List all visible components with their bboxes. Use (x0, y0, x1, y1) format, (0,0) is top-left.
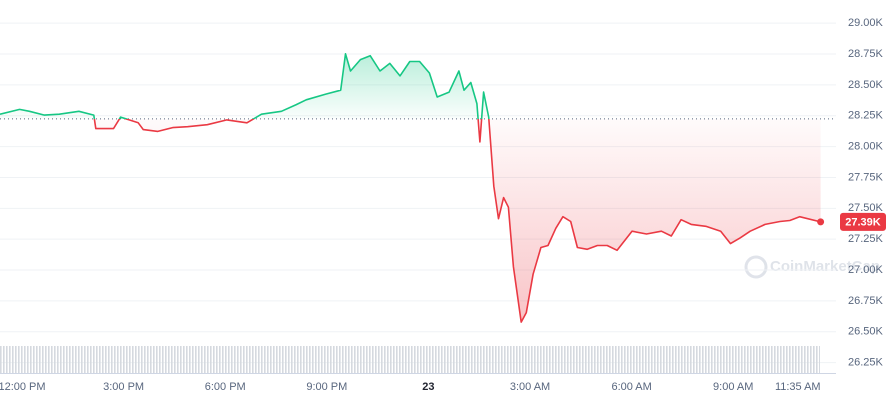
x-tick-label: 11:35 AM (775, 381, 821, 393)
x-tick-label: 6:00 AM (611, 381, 651, 393)
y-tick-label: 26.50K (848, 326, 884, 338)
y-tick-label: 27.25K (848, 233, 884, 245)
x-tick-label: 12:00 PM (0, 381, 46, 393)
area-down (94, 118, 821, 323)
y-tick-label: 28.25K (848, 110, 884, 122)
y-tick-label: 28.75K (848, 48, 884, 60)
y-tick-label: 27.50K (848, 202, 884, 214)
x-tick-label: 9:00 PM (306, 381, 347, 393)
last-price-label: 27.39K (845, 216, 881, 228)
price-line (0, 53, 821, 323)
x-tick-label: 3:00 PM (103, 381, 144, 393)
x-tick-label: 3:00 AM (510, 381, 550, 393)
y-tick-label: 29.00K (848, 17, 884, 29)
area-up (0, 53, 821, 119)
y-tick-label: 26.75K (848, 295, 884, 307)
y-tick-label: 26.25K (848, 357, 884, 369)
x-tick-label: 6:00 PM (205, 381, 246, 393)
y-tick-label: 28.00K (848, 140, 884, 152)
volume-bars (0, 346, 820, 373)
watermark-text: CoinMarketCap (770, 258, 880, 275)
y-tick-label: 27.75K (848, 171, 884, 183)
last-point (817, 218, 825, 226)
last-price-box (840, 212, 886, 231)
watermark: CoinMarketCap (744, 255, 880, 279)
x-tick-label: 23 (422, 381, 434, 393)
y-tick-label: 27.00K (848, 264, 884, 276)
y-tick-label: 28.50K (848, 79, 884, 91)
x-tick-label: 9:00 AM (713, 381, 753, 393)
